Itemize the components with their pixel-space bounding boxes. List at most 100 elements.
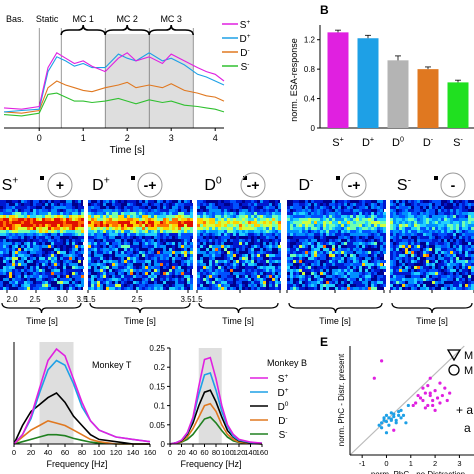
spectrogram-cell bbox=[57, 215, 60, 218]
spectrogram-cell bbox=[60, 227, 63, 230]
spectrogram-cell bbox=[420, 278, 423, 281]
spectrogram-cell bbox=[236, 230, 239, 233]
spectrogram-cell bbox=[233, 239, 236, 242]
spectrogram-cell bbox=[51, 203, 54, 206]
spectrogram-cell bbox=[139, 233, 142, 236]
spectrogram-cell bbox=[371, 221, 374, 224]
spectrogram-cell bbox=[218, 284, 221, 287]
spectrogram-cell bbox=[332, 272, 335, 275]
spectrogram-cell bbox=[227, 278, 230, 281]
spectrogram-cell bbox=[197, 227, 200, 230]
spectrogram-cell bbox=[290, 221, 293, 224]
panel-b-bars bbox=[327, 29, 469, 128]
spectrogram-cell bbox=[97, 215, 100, 218]
spectrogram-cell bbox=[414, 209, 417, 212]
spectrogram-cell bbox=[417, 218, 420, 221]
spectrogram-cell bbox=[362, 227, 365, 230]
spectrogram-cell bbox=[462, 287, 465, 290]
spectrogram-cell bbox=[54, 203, 57, 206]
spectrogram-cell bbox=[12, 266, 15, 269]
spectrogram-cell bbox=[350, 263, 353, 266]
spectrogram-cell bbox=[305, 200, 308, 203]
spectrogram-cell bbox=[263, 200, 266, 203]
spectrogram-cell bbox=[362, 287, 365, 290]
spectrogram-cell bbox=[447, 278, 450, 281]
spectrogram-cell bbox=[121, 275, 124, 278]
spectrogram-cell bbox=[106, 266, 109, 269]
spectrogram-cell bbox=[209, 215, 212, 218]
spectrogram-cell bbox=[72, 269, 75, 272]
spectrogram-cell bbox=[21, 221, 24, 224]
spectrogram-cell bbox=[0, 254, 3, 257]
spectrogram-cell bbox=[362, 218, 365, 221]
spectrogram-cell bbox=[66, 278, 69, 281]
spectrogram-cell bbox=[91, 212, 94, 215]
spectrogram-cell bbox=[365, 242, 368, 245]
fixation-marker bbox=[336, 176, 340, 180]
spectrogram-cell bbox=[206, 227, 209, 230]
spectrogram-cell bbox=[254, 269, 257, 272]
spectrogram-cell bbox=[308, 227, 311, 230]
spectrogram-cell bbox=[6, 257, 9, 260]
spectrogram-cell bbox=[30, 287, 33, 290]
spectrogram-cell bbox=[136, 251, 139, 254]
spectrogram-cell bbox=[374, 263, 377, 266]
spectrogram-cell bbox=[263, 209, 266, 212]
spectrogram-cell bbox=[218, 272, 221, 275]
spectrum-line-S+ bbox=[169, 356, 263, 445]
spectrogram-cell bbox=[175, 254, 178, 257]
spectrogram-cell bbox=[9, 227, 12, 230]
spectrogram-cell bbox=[91, 221, 94, 224]
spectrogram-cell bbox=[160, 275, 163, 278]
spectrogram-cell bbox=[15, 242, 18, 245]
spectrogram-cell bbox=[212, 266, 215, 269]
spectrogram-cell bbox=[21, 227, 24, 230]
spectrogram-cell bbox=[260, 281, 263, 284]
spectrogram-cell bbox=[88, 287, 91, 290]
spectrogram-cell bbox=[311, 257, 314, 260]
spectrogram-cell bbox=[338, 284, 341, 287]
spectrogram-cell bbox=[88, 206, 91, 209]
spectrogram-cell bbox=[402, 215, 405, 218]
spectrogram-cell bbox=[383, 227, 386, 230]
spectrogram-cell bbox=[471, 218, 474, 221]
spectrogram-cell bbox=[133, 248, 136, 251]
spectrogram-cell bbox=[75, 224, 78, 227]
spectrogram-cell bbox=[197, 263, 200, 266]
spectrogram-cell bbox=[368, 251, 371, 254]
spectrogram-cell bbox=[169, 251, 172, 254]
spectrogram-cell bbox=[115, 260, 118, 263]
spectrogram-cell bbox=[405, 230, 408, 233]
spectrogram-cell bbox=[184, 260, 187, 263]
scatter-point bbox=[384, 431, 389, 435]
spectrogram-cell bbox=[233, 227, 236, 230]
spectrogram-cell bbox=[432, 215, 435, 218]
spectrogram-cell bbox=[356, 263, 359, 266]
spectrogram-cell bbox=[94, 221, 97, 224]
spectrogram-cell bbox=[184, 224, 187, 227]
x-tick-label: 140 bbox=[127, 448, 140, 457]
spectrogram-cell bbox=[444, 245, 447, 248]
spectrogram-cell bbox=[42, 287, 45, 290]
spectrogram-cell bbox=[75, 278, 78, 281]
spectrogram-cell bbox=[221, 266, 224, 269]
spectrogram-cell bbox=[45, 221, 48, 224]
spectrogram-cell bbox=[151, 278, 154, 281]
spectrogram-cell bbox=[432, 266, 435, 269]
spectrogram-cell bbox=[48, 200, 51, 203]
spectrogram-cell bbox=[335, 281, 338, 284]
spectrogram-cell bbox=[353, 230, 356, 233]
spectrogram-cell bbox=[317, 203, 320, 206]
spectrogram-cell bbox=[396, 287, 399, 290]
spectrogram-cell bbox=[335, 215, 338, 218]
spectrogram-cell bbox=[239, 233, 242, 236]
spectrogram-cell bbox=[15, 203, 18, 206]
epoch-label: MC 3 bbox=[160, 14, 182, 24]
spectrogram-cell bbox=[0, 287, 3, 290]
spectrogram-cell bbox=[181, 212, 184, 215]
spectrogram-cell bbox=[287, 224, 290, 227]
spectrogram-cell bbox=[350, 215, 353, 218]
spectrogram-cell bbox=[69, 209, 72, 212]
spectrogram-cell bbox=[254, 215, 257, 218]
spectrogram-cell bbox=[148, 209, 151, 212]
